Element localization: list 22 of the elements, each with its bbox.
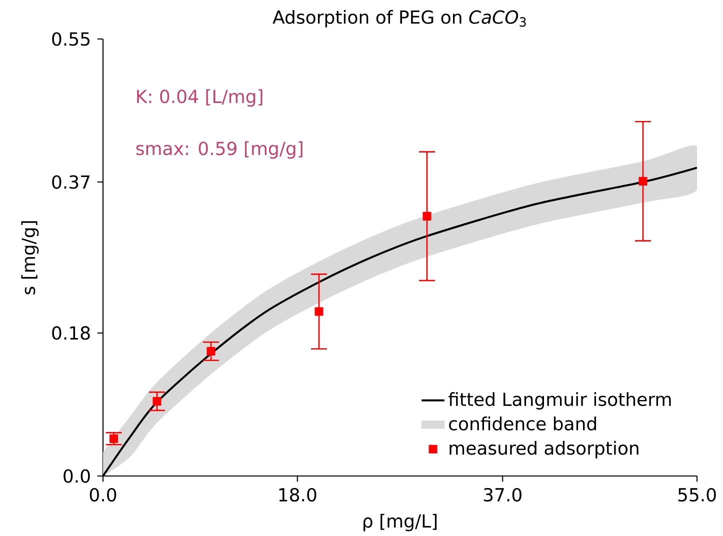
- x-tick-label: 18.0: [279, 488, 316, 502]
- y-tick-label: 0.0: [64, 469, 90, 483]
- point: [314, 307, 324, 316]
- x-axis-title: ρ [mg/L]: [364, 514, 437, 532]
- legend-label: measured adsorption: [450, 440, 638, 458]
- chart-title: Adsorption of PEG on CaCO$_{3}$: [272, 10, 526, 28]
- legend-label: fitted Langmuir isotherm: [448, 392, 671, 410]
- y-axis-title: s [mg/g]: [21, 221, 39, 294]
- annotation: smax: 0.59 [mg/g]: [136, 141, 302, 159]
- y-tick-label: 0.18: [52, 326, 90, 340]
- point: [206, 346, 216, 356]
- point: [152, 397, 162, 406]
- point: [638, 176, 648, 186]
- x-tick-label: 0.0: [90, 488, 116, 502]
- point: [422, 212, 432, 220]
- point: [110, 434, 118, 443]
- x-tick-label: 55.0: [678, 488, 716, 502]
- y-tick-label: 0.55: [52, 32, 90, 46]
- annotation: K: 0.04 [L/mg]: [137, 89, 262, 107]
- y-tick-label: 0.37: [52, 175, 90, 189]
- x-tick-label: 37.0: [484, 488, 522, 502]
- legend-label: confidence band: [449, 416, 596, 430]
